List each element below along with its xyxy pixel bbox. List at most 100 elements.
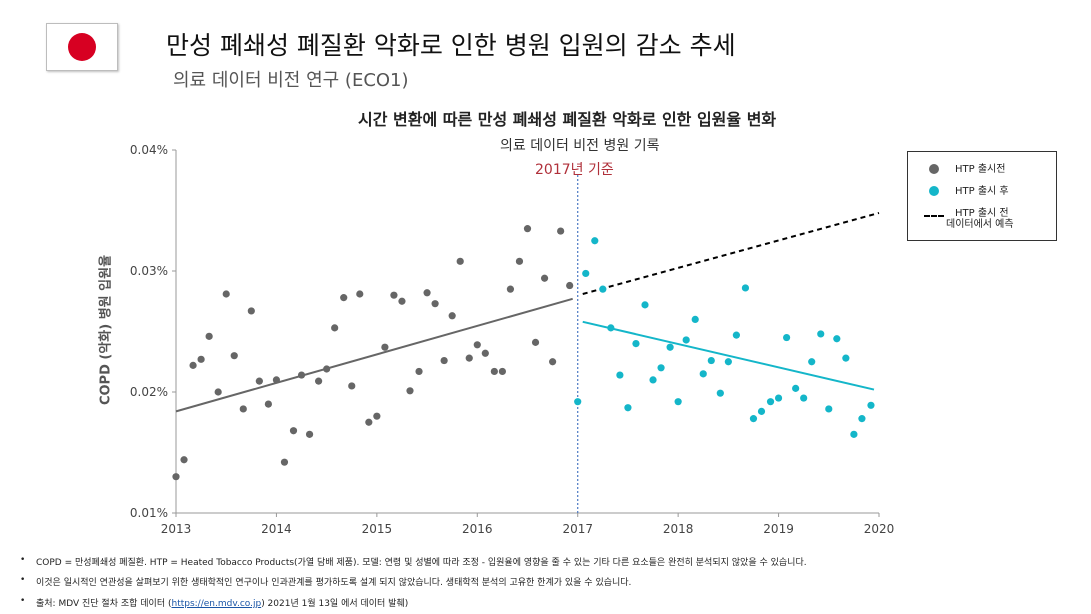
legend-label: HTP 출시 후 — [955, 186, 1009, 197]
pre-htp-point — [549, 358, 557, 366]
legend: HTP 출시전 HTP 출시 후 HTP 출시 전 데이터에서 예측 — [907, 151, 1057, 241]
pre-htp-point — [331, 324, 339, 332]
pre-htp-point — [381, 343, 389, 351]
pre-htp-point — [373, 412, 381, 420]
pre-htp-point — [305, 430, 314, 438]
post-htp-point — [632, 340, 640, 348]
projection-trend-line — [582, 211, 880, 295]
pre-htp-point — [272, 376, 281, 384]
teal-dot-icon — [929, 186, 939, 196]
reference-line-label: 2017년 기준 — [535, 162, 614, 178]
pre-htp-point — [531, 338, 540, 346]
pre-htp-point — [315, 377, 323, 385]
dashed-line-icon — [924, 215, 944, 217]
footnote-text: COPD = 만성폐쇄성 폐질환. HTP = Heated Tobacco P… — [36, 558, 807, 568]
post-htp-point — [591, 237, 599, 245]
pre-htp-point — [566, 281, 574, 290]
pre-htp-point — [390, 291, 398, 299]
pre-htp-point — [172, 473, 180, 481]
post-htp-point — [800, 394, 808, 402]
y-tick-label: 0.03% — [130, 264, 168, 278]
post-htp-point — [657, 364, 665, 372]
pre-htp-point — [365, 418, 373, 426]
flag-red-disc — [68, 33, 96, 61]
post-htp-point — [766, 398, 775, 406]
pre-htp-point — [289, 427, 298, 435]
japan-flag-icon — [46, 23, 118, 71]
pre-htp-point — [398, 297, 406, 305]
pre-htp-point — [255, 377, 263, 385]
post-htp-point — [724, 358, 732, 366]
post-htp-point — [674, 398, 682, 406]
x-tick-label: 2018 — [663, 522, 694, 536]
pre-htp-point — [506, 285, 515, 293]
y-tick-label: 0.04% — [130, 143, 168, 157]
x-tick-label: 2013 — [161, 522, 192, 536]
x-tick-label: 2015 — [362, 522, 393, 536]
post-htp-point — [666, 343, 674, 351]
pre-htp-point — [406, 387, 414, 395]
post-htp-point — [716, 389, 724, 397]
x-tick-label: 2020 — [864, 522, 895, 536]
post-htp-point — [842, 354, 850, 362]
footnote-text: 이것은 일시적인 연관성을 살펴보기 위한 생태학적인 연구이나 인과관계를 평… — [36, 578, 632, 588]
legend-label: HTP 출시전 — [955, 164, 1006, 175]
post-htp-point — [707, 356, 715, 365]
pre-htp-point — [197, 355, 205, 363]
pre-htp-point — [297, 371, 306, 379]
pre-htp-point — [440, 356, 448, 365]
post-htp-point — [850, 430, 858, 438]
pre-htp-point — [180, 456, 188, 464]
pre-htp-point — [456, 257, 464, 265]
pre-htp-point — [523, 225, 532, 233]
legend-label: 데이터에서 예측 — [946, 219, 1014, 230]
post-htp-point — [825, 405, 833, 413]
pre-htp-point — [557, 227, 565, 235]
post-htp-point — [867, 401, 875, 409]
post-htp-point — [699, 370, 707, 378]
pre-htp-trend-line — [175, 297, 573, 413]
pre-htp-point — [214, 388, 222, 396]
source-link[interactable]: https://en.mdv.co.jp — [171, 599, 262, 609]
pre-htp-point — [415, 367, 423, 376]
pre-htp-point — [348, 382, 356, 390]
legend-label: HTP 출시 전 — [955, 208, 1009, 219]
post-htp-point — [649, 376, 657, 384]
pre-htp-point — [356, 290, 364, 298]
x-tick-label: 2016 — [462, 522, 493, 536]
pre-htp-point — [205, 332, 213, 340]
y-tick-label: 0.02% — [130, 385, 168, 399]
post-htp-point — [749, 415, 758, 423]
post-htp-point — [616, 371, 624, 379]
pre-htp-point — [498, 367, 506, 376]
post-htp-point — [833, 335, 841, 343]
pre-htp-point — [448, 312, 456, 320]
gray-dot-icon — [929, 164, 939, 174]
post-htp-point — [732, 331, 740, 339]
post-htp-point — [599, 285, 607, 293]
post-htp-point — [624, 404, 632, 412]
chart-title: 시간 변환에 따른 만성 폐쇄성 폐질환 악화로 인한 입원율 변화 — [358, 110, 777, 129]
page-subtitle: 의료 데이터 비전 연구 (ECO1) — [173, 70, 409, 91]
pre-htp-point — [239, 405, 247, 413]
pre-htp-point — [230, 352, 238, 360]
pre-htp-point — [540, 274, 549, 282]
post-htp-point — [783, 333, 791, 342]
post-htp-point — [574, 398, 582, 406]
y-tick-label: 0.01% — [130, 506, 168, 520]
pre-htp-point — [481, 349, 489, 357]
post-htp-point — [757, 407, 766, 415]
post-htp-point — [741, 284, 750, 292]
post-htp-trend-line — [582, 320, 875, 391]
post-htp-point — [808, 358, 816, 366]
post-htp-point — [607, 324, 615, 332]
post-htp-point — [682, 336, 690, 344]
source-prefix: 출처: MDV 진단 절차 조합 데이터 ( — [36, 599, 172, 609]
x-tick-label: 2017 — [562, 522, 593, 536]
pre-htp-point — [515, 257, 524, 265]
pre-htp-point — [490, 367, 498, 376]
post-htp-point — [582, 269, 590, 278]
post-htp-point — [774, 394, 783, 402]
chart-subtitle: 의료 데이터 비전 병원 기록 — [500, 138, 660, 154]
pre-htp-point — [340, 294, 348, 302]
